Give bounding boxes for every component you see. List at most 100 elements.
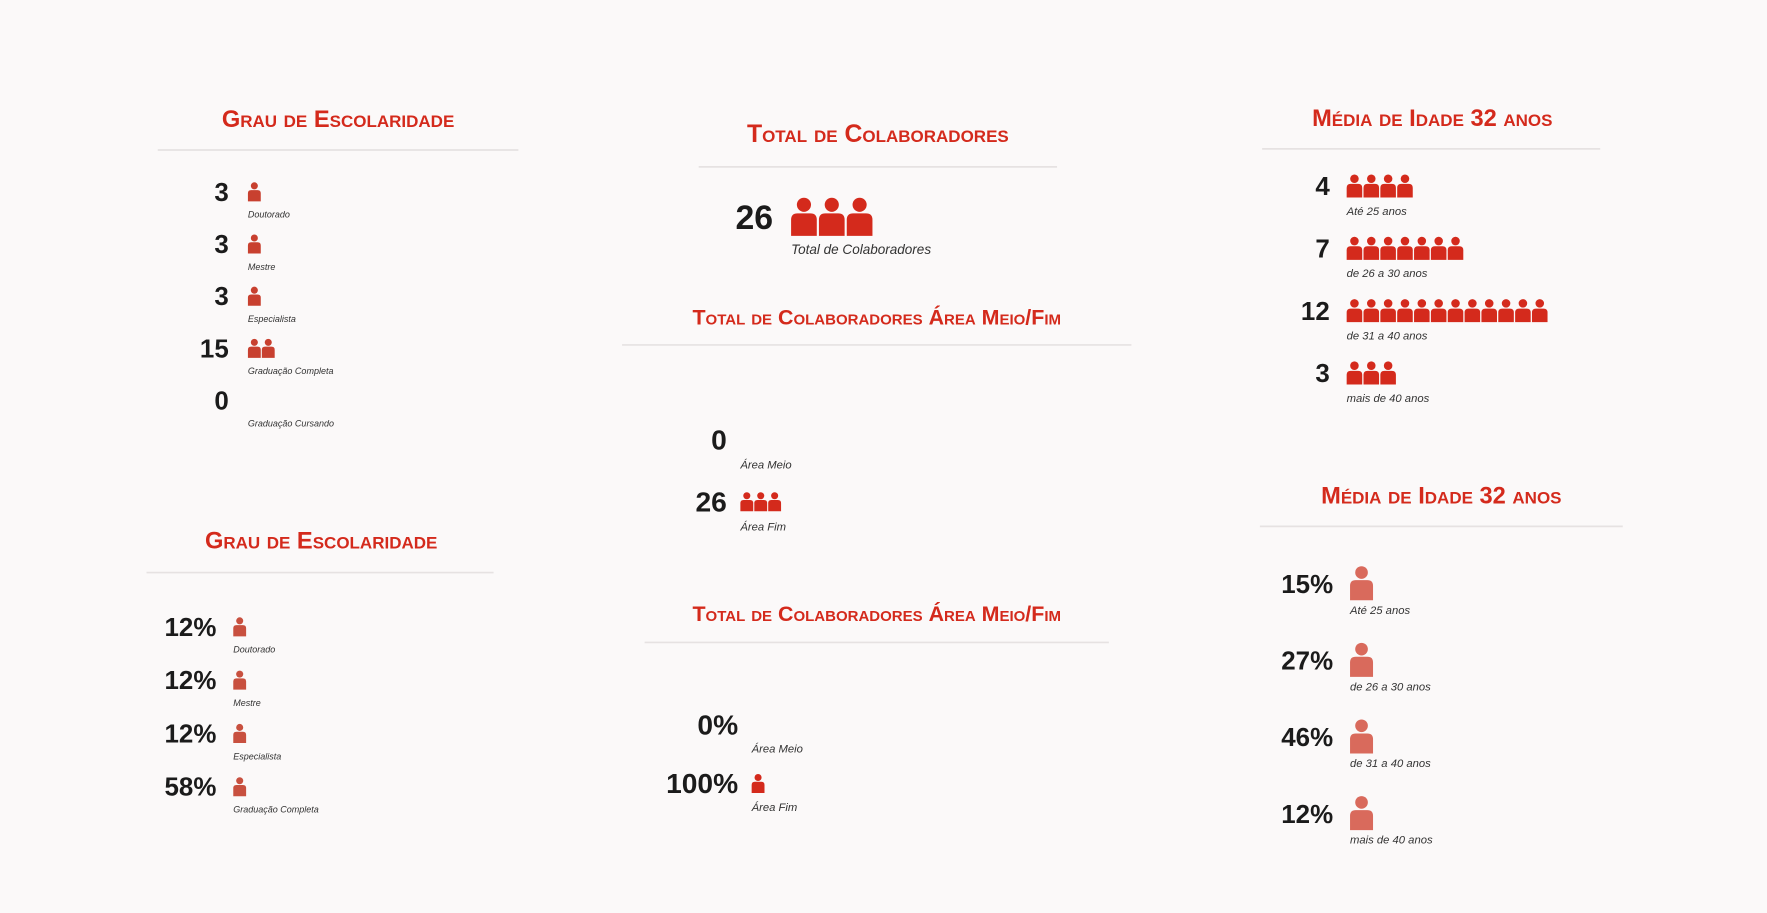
icon-head (796, 197, 812, 212)
item-value: 12% (165, 614, 217, 642)
person-icon (1397, 299, 1413, 323)
item-value: 100% (666, 767, 738, 799)
item-value: 0% (697, 708, 738, 740)
item-value: 46% (1281, 724, 1333, 752)
icon-body (1414, 308, 1430, 323)
icon-head (1367, 361, 1376, 370)
person-icon (1346, 236, 1363, 260)
item-value: 12 (1301, 298, 1330, 326)
icon-head (1400, 236, 1410, 246)
item-value: 3 (214, 283, 228, 311)
person-icon (1397, 174, 1413, 198)
item-label: de 26 a 30 anos (1350, 681, 1431, 693)
person-icon (1430, 299, 1447, 323)
person-icon (1430, 236, 1447, 260)
panel-title: Média de Idade 32 anos (1312, 106, 1552, 132)
person-icon (791, 197, 817, 236)
person-icon (247, 182, 261, 202)
item-label: Área Fim (751, 801, 798, 814)
person-icon (1481, 299, 1497, 323)
icon-head (1355, 796, 1368, 809)
icon-head (1484, 299, 1494, 308)
icon-body (233, 731, 247, 743)
item-value: 15 (200, 335, 229, 363)
icon-body (1363, 370, 1380, 385)
icon-head (1355, 719, 1368, 733)
icon-head (1350, 174, 1359, 184)
person-icon (1350, 719, 1374, 754)
icon-body (1350, 733, 1374, 754)
icon-head (1367, 299, 1376, 308)
item-value: 58% (165, 774, 217, 802)
icon-body (1447, 308, 1464, 323)
person-icon (1515, 299, 1531, 323)
icon-body (1346, 183, 1363, 198)
icon-body (1481, 308, 1497, 323)
person-icon (1464, 299, 1481, 323)
icon-head (250, 182, 258, 190)
icon-body (233, 678, 247, 690)
item-label: Mestre (233, 698, 261, 708)
person-icon (233, 670, 247, 690)
item-value: 12% (165, 667, 217, 695)
person-icon (1350, 796, 1374, 831)
icon-body (754, 500, 768, 512)
item-label: mais de 40 anos (1350, 835, 1433, 847)
person-icon (1346, 361, 1363, 385)
item-value: 27% (1281, 648, 1333, 676)
person-icon (1363, 299, 1380, 323)
person-icon (1447, 299, 1464, 323)
icon-body (1397, 308, 1413, 323)
person-icon (1380, 361, 1396, 385)
icon-body (1464, 308, 1481, 323)
icon-head (1350, 236, 1359, 246)
person-icon (1350, 642, 1374, 677)
icon-head (1451, 236, 1460, 246)
person-icon (1380, 299, 1396, 323)
person-icon (1363, 174, 1380, 198)
item-label: Especialista (248, 314, 296, 324)
icon-body (247, 242, 261, 254)
icon-head (771, 492, 779, 500)
icon-body (1363, 246, 1380, 260)
person-icon (1346, 299, 1363, 323)
item-value: 0 (214, 387, 228, 415)
icon-head (236, 670, 244, 678)
item-value: 3 (214, 179, 228, 207)
item-label: Especialista (233, 751, 281, 761)
person-icon (1397, 236, 1413, 260)
person-icon (1363, 361, 1380, 385)
person-icon (1531, 299, 1548, 323)
icon-body (247, 294, 261, 306)
icon-body (846, 213, 873, 236)
icon-head (1383, 299, 1393, 308)
icon-body (1363, 308, 1380, 323)
icon-head (264, 338, 272, 346)
icon-body (247, 190, 261, 202)
item-value: 12% (165, 720, 217, 748)
icon-head (824, 197, 839, 212)
person-icon (1380, 174, 1396, 198)
item-label: Graduação Completa (233, 805, 319, 815)
icon-body (1346, 370, 1363, 385)
person-icon (1498, 299, 1514, 323)
icon-body (1430, 308, 1447, 323)
icon-body (1346, 308, 1363, 323)
item-value: 26 (696, 485, 727, 517)
item-value: 15% (1281, 571, 1333, 599)
item-label: Mestre (248, 262, 276, 272)
person-icon (1414, 236, 1430, 260)
icon-body (1397, 246, 1413, 260)
person-icon (261, 338, 275, 358)
icon-head (250, 338, 258, 346)
item-value: 4 (1315, 173, 1330, 201)
icon-head (1518, 299, 1528, 308)
icon-body (818, 213, 845, 236)
item-value: 3 (1315, 360, 1329, 388)
person-icon (754, 492, 768, 512)
person-icon (1350, 566, 1374, 601)
panel-title: Grau de Escolaridade (222, 107, 454, 133)
icon-head (1468, 299, 1477, 308)
icon-head (1417, 236, 1427, 246)
